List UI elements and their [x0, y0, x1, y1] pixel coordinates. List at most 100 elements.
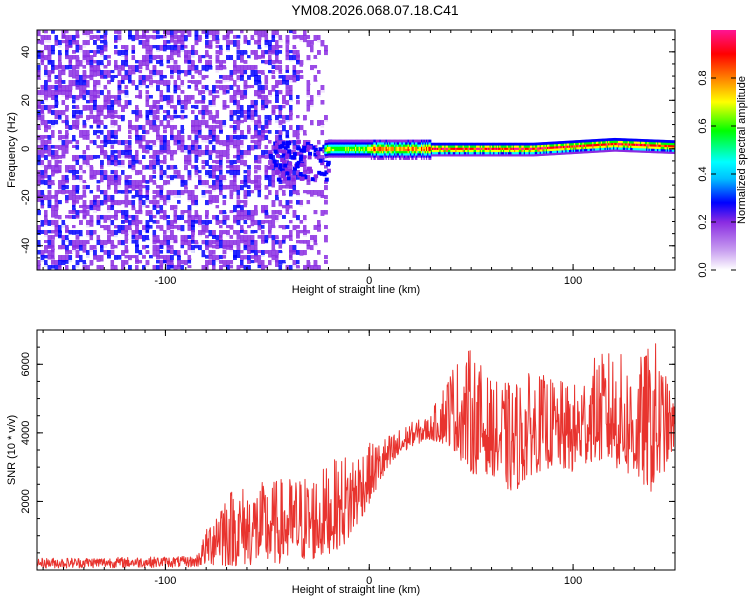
heatmap-cell — [515, 151, 517, 155]
heatmap-cell — [317, 185, 321, 193]
heatmap-cell — [128, 185, 132, 189]
heatmap-cell — [435, 142, 438, 146]
heatmap-cell — [520, 147, 522, 150]
heatmap-cell — [68, 250, 73, 254]
heatmap-cell — [278, 110, 283, 116]
heatmap-cell — [289, 45, 293, 53]
heatmap-cell — [280, 158, 285, 163]
heatmap-cell — [128, 65, 132, 70]
heatmap-cell — [357, 143, 360, 147]
heatmap-cell — [254, 240, 258, 246]
heatmap-cell — [419, 154, 422, 158]
heatmap-cell — [131, 250, 136, 256]
heatmap-cell — [593, 139, 596, 142]
heatmap-cell — [117, 35, 122, 42]
heatmap-cell — [376, 148, 379, 152]
heatmap-cell — [354, 148, 357, 152]
heatmap-cell — [278, 130, 283, 138]
heatmap-cell — [212, 205, 216, 211]
heatmap-cell — [89, 65, 94, 72]
heatmap-cell — [326, 153, 329, 156]
heatmap-cell — [114, 155, 118, 163]
heatmap-cell — [374, 154, 377, 158]
heatmap-cell — [570, 140, 573, 144]
heatmap-cell — [362, 139, 365, 143]
heatmap-cell — [303, 90, 307, 94]
heatmap-cell — [358, 154, 361, 158]
heatmap-cell — [527, 151, 530, 155]
heatmap-cell — [275, 240, 279, 245]
heatmap-cell — [110, 90, 115, 96]
heatmap-cell — [72, 40, 76, 45]
heatmap-cell — [430, 142, 433, 146]
heatmap-cell — [325, 144, 328, 148]
heatmap-cell — [103, 115, 108, 120]
heatmap-cell — [310, 40, 314, 45]
heatmap-cell — [460, 144, 462, 148]
heatmap-cell — [278, 80, 283, 86]
heatmap-cell — [103, 240, 108, 248]
heatmap-cell — [254, 225, 258, 230]
heatmap-cell — [485, 151, 488, 155]
heatmap-cell — [215, 60, 220, 64]
heatmap-cell — [482, 147, 484, 150]
heatmap-cell — [528, 149, 531, 153]
heatmap-cell — [152, 175, 157, 179]
heatmap-cell — [110, 265, 115, 270]
heatmap-cell — [411, 141, 414, 145]
heatmap-cell — [177, 95, 181, 103]
heatmap-cell — [329, 154, 332, 158]
heatmap-cell — [285, 180, 290, 186]
heatmap-cell — [529, 151, 532, 155]
heatmap-cell — [82, 260, 87, 265]
heatmap-cell — [159, 110, 164, 114]
heatmap-cell — [54, 230, 59, 237]
heatmap-cell — [233, 105, 237, 111]
heatmap-cell — [212, 265, 216, 270]
heatmap-cell — [170, 190, 174, 196]
heatmap-cell — [191, 165, 195, 169]
heatmap-cell — [282, 85, 286, 89]
heatmap-cell — [326, 157, 329, 161]
heatmap-cell — [428, 143, 431, 147]
heatmap-cell — [322, 144, 327, 149]
heatmap-cell — [452, 147, 455, 150]
heatmap-cell — [191, 250, 195, 254]
heatmap-cell — [299, 130, 304, 134]
heatmap-cell — [292, 170, 297, 177]
heatmap-cell — [296, 220, 300, 227]
heatmap-cell — [135, 110, 139, 117]
heatmap-cell — [152, 185, 157, 190]
heatmap-cell — [58, 120, 62, 127]
heatmap-cell — [47, 115, 52, 119]
heatmap-cell — [215, 165, 220, 172]
heatmap-cell — [75, 45, 80, 53]
heatmap-cell — [180, 90, 185, 94]
heatmap-cell — [292, 200, 297, 208]
heatmap-cell — [278, 55, 283, 61]
heatmap-cell — [135, 240, 139, 247]
heatmap-cell — [292, 152, 297, 157]
heatmap-cell — [586, 150, 588, 154]
heatmap-cell — [473, 142, 476, 146]
heatmap-cell — [226, 60, 230, 68]
heatmap-cell — [205, 50, 209, 58]
heatmap-cell — [337, 139, 340, 143]
heatmap-cell — [477, 151, 480, 155]
heatmap-cell — [191, 255, 195, 259]
heatmap-cell — [177, 30, 181, 34]
heatmap-cell — [474, 147, 477, 150]
heatmap-cell — [222, 140, 227, 147]
heatmap-cell — [219, 260, 223, 264]
heatmap-cell — [391, 152, 394, 156]
heatmap-cell — [72, 125, 76, 129]
heatmap-cell — [364, 150, 367, 154]
heatmap-cell — [561, 143, 564, 147]
heatmap-cell — [215, 245, 220, 250]
heatmap-cell — [138, 155, 143, 162]
heatmap-cell — [138, 220, 143, 225]
heatmap-cell — [100, 120, 104, 125]
heatmap-cell — [591, 141, 593, 145]
heatmap-cell — [219, 145, 223, 152]
heatmap-cell — [65, 200, 69, 204]
